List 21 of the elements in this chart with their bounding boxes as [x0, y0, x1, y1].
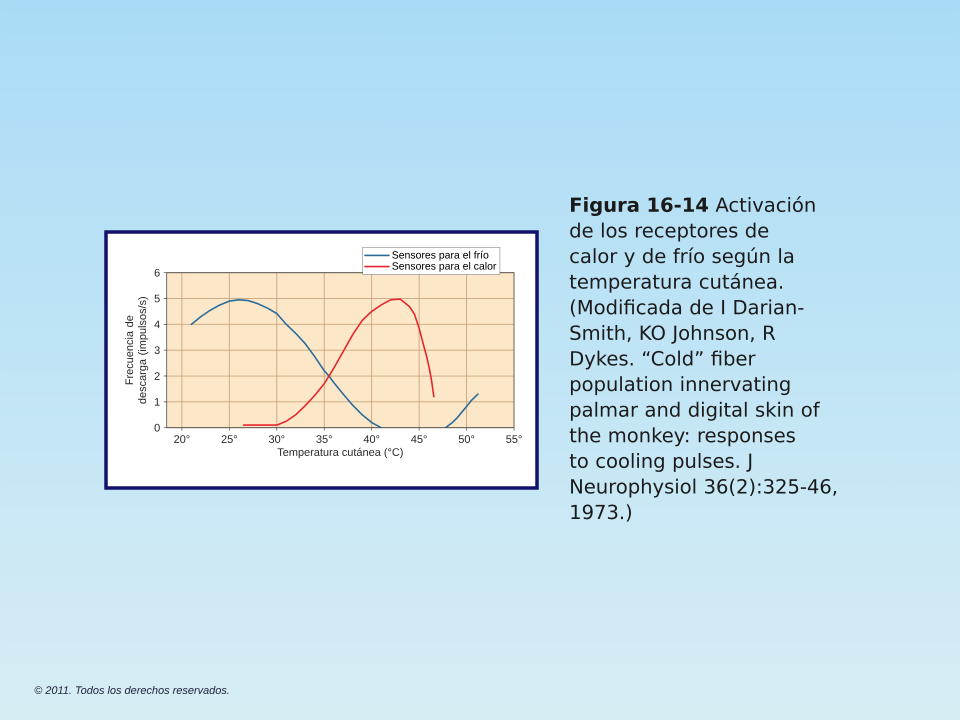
x-tick-label: 25° [222, 435, 237, 443]
legend-label: Sensores para el calor [392, 262, 496, 272]
y-tick-label: 1 [154, 398, 160, 406]
x-tick-label: 20° [174, 435, 190, 443]
y-tick-label: 2 [154, 372, 160, 380]
y-tick-label: 5 [154, 294, 160, 302]
legend-label: Sensores para el frío [392, 250, 488, 261]
y-tick-label: 3 [154, 346, 160, 354]
y-tick-label: 0 [154, 424, 160, 432]
y-tick-label: 4 [154, 320, 160, 328]
x-tick-label: 35° [316, 435, 332, 443]
x-tick-label: 40° [364, 435, 380, 443]
x-tick-label: 45° [411, 435, 427, 443]
x-tick-label: 55° [506, 435, 522, 443]
y-axis-title: Frecuencia de descarga (impulsos/s) [125, 296, 148, 404]
text: © 2011. Todos los derechos reservados. [34, 686, 229, 694]
x-tick-label: 30° [268, 435, 284, 443]
chart-title: Figura 16-14 Activación de los receptores de calor y de frío según la temperatura cutánea. (Modificada de I Darian-Smith, KO Johnson, R Dykes. “Cold” fiber population innervating palmar and digital skin of the monkey: responses to cooling pulses. J Neurophysiol 36(2):325-46, 1973.) [570, 196, 836, 522]
x-tick-label: 50° [458, 435, 474, 443]
y-tick-label: 6 [154, 268, 160, 277]
x-axis-title: Temperatura cutánea (°C) [278, 448, 403, 458]
